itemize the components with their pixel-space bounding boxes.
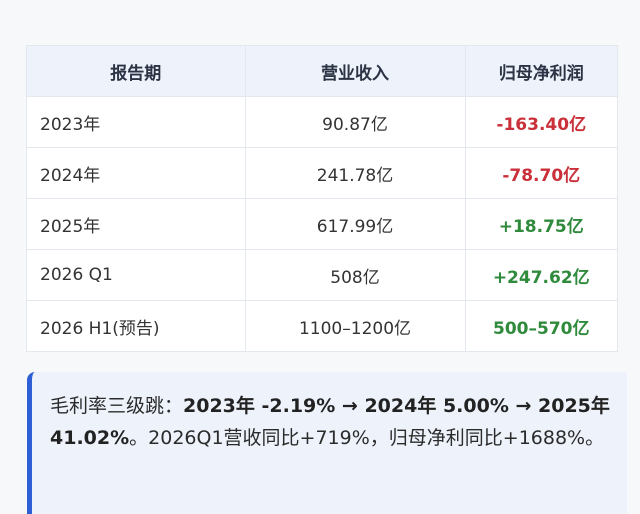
cell-net-profit: +18.75亿 [465, 198, 617, 250]
cell-revenue: 1100–1200亿 [245, 300, 466, 352]
table-row: 2024年 241.78亿 -78.70亿 [27, 147, 617, 199]
table-row: 2026 Q1 508亿 +247.62亿 [27, 249, 617, 301]
cell-period: 2023年 [27, 96, 246, 148]
callout-suffix: 。2026Q1营收同比+719%，归母净利同比+1688%。 [129, 427, 605, 449]
cell-net-profit: +247.62亿 [465, 249, 617, 301]
table-row: 2023年 90.87亿 -163.40亿 [27, 96, 617, 148]
cell-revenue: 90.87亿 [245, 96, 466, 148]
header-revenue: 营业收入 [245, 46, 466, 97]
header-period: 报告期 [27, 46, 246, 97]
cell-period: 2026 H1(预告) [27, 300, 246, 352]
financial-table-grid: 报告期 营业收入 归母净利润 2023年 90.87亿 -163.40亿 202… [27, 46, 617, 352]
callout-highlight: 2023年 -2.19% → 2024年 5.00% → 2025年 41.02… [50, 395, 610, 449]
callout-prefix: 毛利率三级跳： [50, 395, 184, 417]
cell-net-profit: -78.70亿 [465, 147, 617, 199]
table-header-row: 报告期 营业收入 归母净利润 [27, 46, 617, 97]
cell-net-profit: 500–570亿 [465, 300, 617, 352]
financial-table: 报告期 营业收入 归母净利润 2023年 90.87亿 -163.40亿 202… [26, 45, 618, 352]
table-row: 2025年 617.99亿 +18.75亿 [27, 198, 617, 250]
cell-revenue: 241.78亿 [245, 147, 466, 199]
callout-text: 毛利率三级跳：2023年 -2.19% → 2024年 5.00% → 2025… [50, 390, 613, 454]
cell-period: 2024年 [27, 147, 246, 199]
gross-margin-callout: 毛利率三级跳：2023年 -2.19% → 2024年 5.00% → 2025… [27, 372, 627, 514]
cell-net-profit: -163.40亿 [465, 96, 617, 148]
cell-period: 2026 Q1 [27, 249, 246, 301]
cell-period: 2025年 [27, 198, 246, 250]
table-row: 2026 H1(预告) 1100–1200亿 500–570亿 [27, 300, 617, 352]
cell-revenue: 617.99亿 [245, 198, 466, 250]
cell-revenue: 508亿 [245, 249, 466, 301]
header-net-profit: 归母净利润 [465, 46, 617, 97]
